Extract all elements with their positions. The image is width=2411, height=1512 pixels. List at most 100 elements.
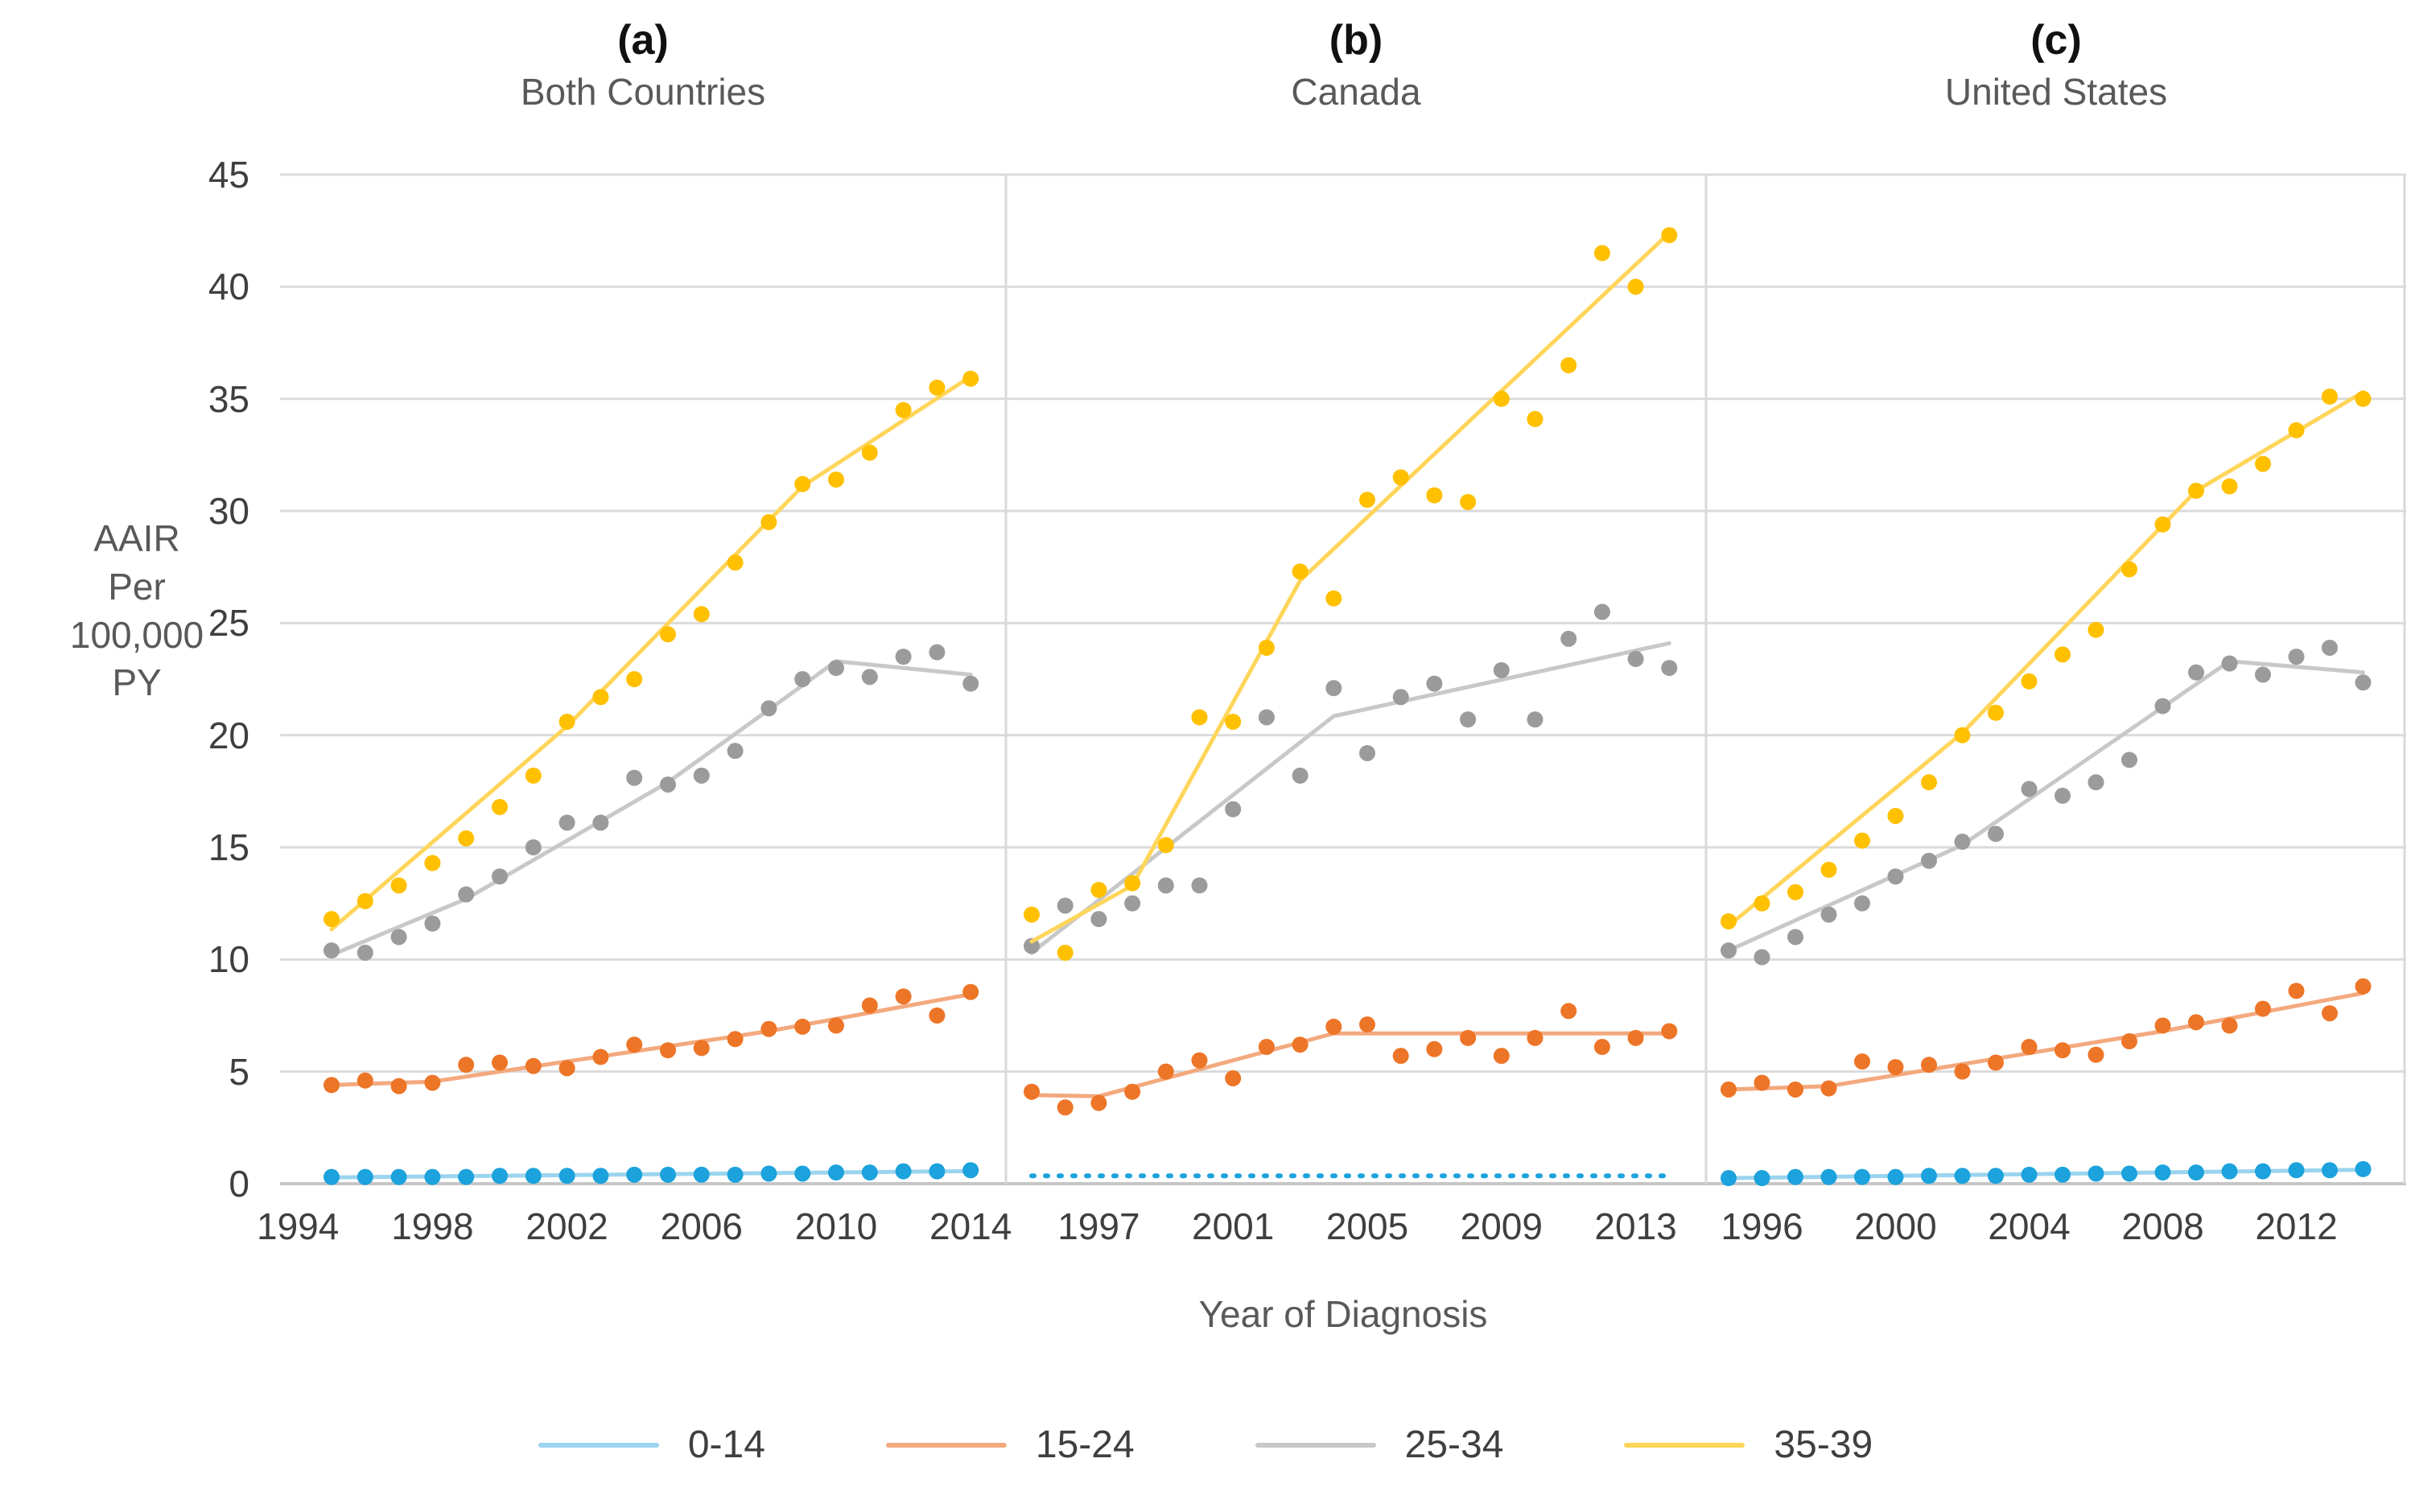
marker-25-34 <box>2188 664 2204 681</box>
marker-15-24 <box>492 1054 508 1071</box>
marker-35-39 <box>1392 469 1409 486</box>
marker-35-39 <box>1325 590 1342 607</box>
marker-15-24 <box>660 1042 676 1059</box>
marker-0-14 <box>660 1166 676 1183</box>
marker-25-34 <box>2021 781 2038 797</box>
marker-25-34 <box>1661 660 1678 677</box>
marker-15-24 <box>1225 1070 1242 1087</box>
marker-25-34 <box>525 839 542 855</box>
marker-25-34 <box>1090 911 1107 928</box>
marker-15-24 <box>324 1077 340 1094</box>
marker-15-24 <box>1820 1080 1837 1097</box>
marker-0-14 <box>2221 1163 2238 1180</box>
x-tick-label: 1994 <box>257 1205 340 1247</box>
marker-15-24 <box>390 1077 407 1094</box>
marker-35-39 <box>1820 861 1837 878</box>
marker-35-39 <box>2355 390 2372 407</box>
marker-25-34 <box>1258 709 1275 726</box>
marker-0-14 <box>2154 1164 2171 1181</box>
y-tick-label: 40 <box>208 266 249 308</box>
panel-country-b: Canada <box>1291 71 1421 113</box>
legend-label-0-14: 0-14 <box>687 1423 765 1466</box>
marker-25-34 <box>1225 801 1242 818</box>
legend-swatch-25-34 <box>1255 1442 1376 1448</box>
marker-0-14 <box>2121 1165 2137 1182</box>
marker-15-24 <box>1754 1074 1770 1091</box>
marker-0-14 <box>1820 1168 1837 1185</box>
trend-line-35-39 <box>1029 230 1671 944</box>
panel-title-b: (b) Canada <box>1147 17 1565 113</box>
legend: 0-14 15-24 25-34 35-39 <box>0 1423 2411 1467</box>
marker-0-14 <box>1854 1168 1870 1185</box>
marker-15-24 <box>1124 1083 1141 1100</box>
marker-35-39 <box>2188 482 2204 499</box>
trend-line-15-24 <box>1029 1031 1671 1098</box>
marker-25-34 <box>558 814 575 831</box>
marker-35-39 <box>1460 493 1477 510</box>
marker-35-39 <box>2255 455 2271 472</box>
legend-label-25-34: 25-34 <box>1404 1423 1504 1466</box>
legend-swatch-15-24 <box>885 1442 1007 1448</box>
marker-35-39 <box>1954 727 1971 744</box>
marker-25-34 <box>2221 655 2238 672</box>
marker-0-14 <box>2188 1164 2204 1181</box>
legend-item-35-39: 35-39 <box>1624 1423 1873 1467</box>
marker-0-14 <box>693 1166 710 1183</box>
x-tick-label: 2001 <box>1192 1205 1275 1247</box>
marker-25-34 <box>1460 711 1477 728</box>
panel-title-a: (a) Both Countries <box>434 17 852 113</box>
marker-35-39 <box>660 626 676 643</box>
marker-25-34 <box>324 942 340 959</box>
marker-35-39 <box>525 767 542 784</box>
marker-15-24 <box>962 983 979 1000</box>
marker-35-39 <box>1787 884 1803 900</box>
marker-35-39 <box>1057 944 1074 961</box>
marker-25-34 <box>1057 897 1074 914</box>
marker-15-24 <box>2021 1039 2038 1056</box>
marker-25-34 <box>1493 661 1510 678</box>
marker-25-34 <box>2322 639 2338 656</box>
marker-0-14 <box>895 1163 912 1180</box>
marker-35-39 <box>2121 561 2137 578</box>
marker-0-14 <box>1787 1168 1803 1185</box>
marker-15-24 <box>794 1018 811 1035</box>
marker-35-39 <box>558 713 575 730</box>
marker-25-34 <box>1157 877 1174 894</box>
marker-35-39 <box>1157 837 1174 854</box>
marker-25-34 <box>1887 868 1904 885</box>
marker-15-24 <box>1721 1081 1737 1098</box>
marker-25-34 <box>1124 895 1141 912</box>
marker-25-34 <box>1627 650 1644 667</box>
marker-15-24 <box>1854 1053 1870 1070</box>
trend-line-25-34 <box>1029 641 1671 955</box>
marker-25-34 <box>1820 906 1837 923</box>
y-axis-title-line: Per <box>108 565 166 608</box>
marker-15-24 <box>1787 1081 1803 1098</box>
marker-35-39 <box>2221 478 2238 495</box>
marker-15-24 <box>1157 1063 1174 1080</box>
marker-0-14 <box>2255 1163 2271 1180</box>
marker-15-24 <box>1090 1094 1107 1111</box>
marker-15-24 <box>424 1074 441 1091</box>
marker-15-24 <box>727 1031 744 1048</box>
marker-35-39 <box>2021 673 2038 690</box>
panel-letter-b: (b) <box>1329 17 1383 64</box>
trend-line-25-34 <box>1726 659 2365 953</box>
marker-25-34 <box>895 649 912 665</box>
marker-15-24 <box>1593 1039 1610 1056</box>
marker-35-39 <box>1527 410 1543 427</box>
marker-15-24 <box>760 1020 777 1037</box>
trend-line-25-34 <box>329 659 973 958</box>
legend-item-25-34: 25-34 <box>1255 1423 1504 1467</box>
marker-35-39 <box>1292 563 1309 580</box>
marker-15-24 <box>1560 1003 1577 1020</box>
marker-15-24 <box>861 997 878 1014</box>
marker-35-39 <box>592 689 609 706</box>
marker-15-24 <box>1292 1036 1309 1053</box>
marker-35-39 <box>1921 774 1937 791</box>
marker-0-14 <box>828 1164 844 1181</box>
marker-25-34 <box>1593 604 1610 620</box>
legend-item-0-14: 0-14 <box>538 1423 765 1467</box>
y-tick-label: 0 <box>229 1163 249 1205</box>
